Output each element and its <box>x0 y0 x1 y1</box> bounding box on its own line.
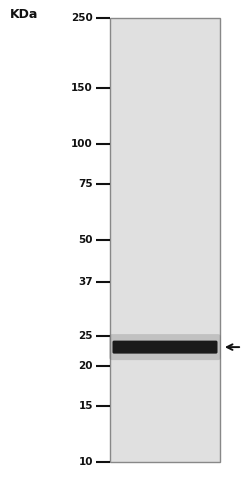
FancyBboxPatch shape <box>109 334 221 360</box>
Text: 25: 25 <box>78 331 93 341</box>
Text: 250: 250 <box>71 13 93 23</box>
Text: 50: 50 <box>78 235 93 245</box>
Text: 75: 75 <box>78 179 93 189</box>
Text: 20: 20 <box>78 361 93 372</box>
FancyBboxPatch shape <box>112 341 218 354</box>
Bar <box>110 18 220 462</box>
Text: 150: 150 <box>71 84 93 94</box>
Text: 100: 100 <box>71 139 93 149</box>
Text: 10: 10 <box>78 457 93 467</box>
Text: 37: 37 <box>78 276 93 287</box>
Text: KDa: KDa <box>10 8 38 21</box>
Text: 15: 15 <box>78 401 93 411</box>
